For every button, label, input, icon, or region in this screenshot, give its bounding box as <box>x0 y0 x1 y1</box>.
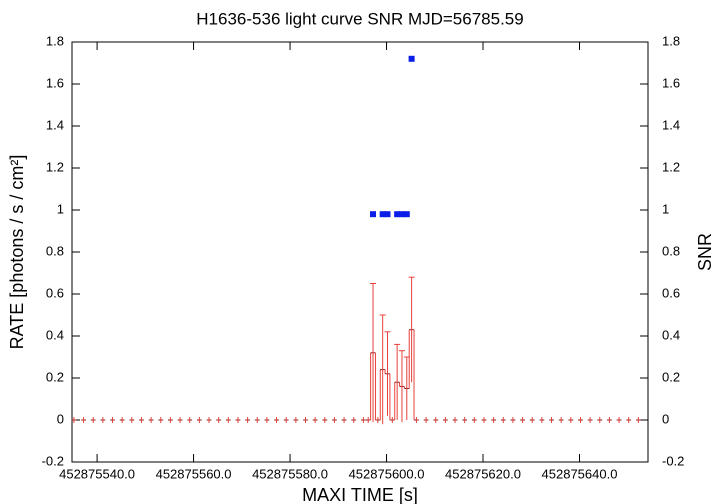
y-tick-label: 0.2 <box>46 369 64 384</box>
y-tick-label: 0.4 <box>46 327 64 342</box>
x-tick-label: 452875640.0 <box>542 466 618 481</box>
x-tick-label: 452875620.0 <box>445 466 521 481</box>
y-tick-label: 1 <box>57 201 64 216</box>
x-axis-label: MAXI TIME [s] <box>302 485 418 504</box>
snr-point <box>379 211 386 218</box>
y2-tick-label: 0.6 <box>662 285 680 300</box>
snr-point <box>394 211 401 218</box>
y-tick-label: 1.2 <box>46 159 64 174</box>
y2-tick-label: 0.8 <box>662 243 680 258</box>
x-tick-label: 452875540.0 <box>59 466 135 481</box>
y-axis-label: RATE [photons / s / cm²] <box>7 155 27 350</box>
snr-point <box>403 211 410 218</box>
x-tick-label: 452875580.0 <box>252 466 328 481</box>
y2-tick-label: 1.4 <box>662 117 680 132</box>
snr-point <box>384 211 391 218</box>
y2-tick-label: 0 <box>662 411 669 426</box>
y2-tick-label: 1 <box>662 201 669 216</box>
y-tick-label: 0.8 <box>46 243 64 258</box>
y2-tick-label: 1.8 <box>662 33 680 48</box>
chart-title: H1636-536 light curve SNR MJD=56785.59 <box>196 9 523 28</box>
snr-point <box>408 55 415 62</box>
y-tick-label: 1.4 <box>46 117 64 132</box>
y-tick-label: 0 <box>57 411 64 426</box>
y2-tick-label: 1.2 <box>662 159 680 174</box>
y-tick-label: 0.6 <box>46 285 64 300</box>
y-tick-label: -0.2 <box>42 453 64 468</box>
x-tick-label: 452875560.0 <box>156 466 232 481</box>
y2-tick-label: 0.2 <box>662 369 680 384</box>
plot-frame <box>71 41 649 463</box>
y2-axis-label: SNR <box>695 233 715 271</box>
y2-tick-label: 0.4 <box>662 327 680 342</box>
y2-tick-label: 1.6 <box>662 75 680 90</box>
y-tick-label: 1.8 <box>46 33 64 48</box>
snr-point <box>398 211 405 218</box>
x-tick-label: 452875600.0 <box>349 466 425 481</box>
y2-tick-label: -0.2 <box>662 453 684 468</box>
y-tick-label: 1.6 <box>46 75 64 90</box>
snr-point <box>370 211 377 218</box>
